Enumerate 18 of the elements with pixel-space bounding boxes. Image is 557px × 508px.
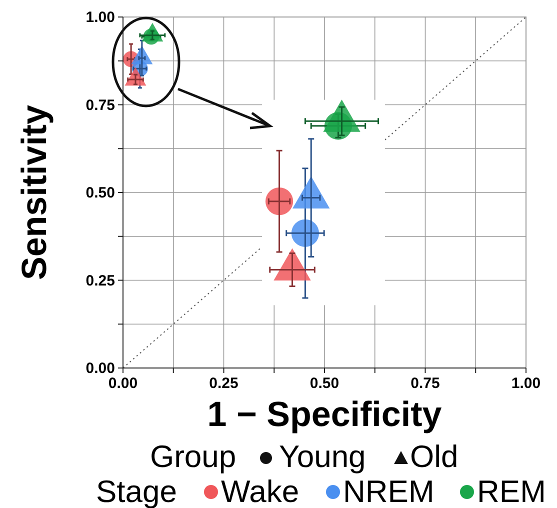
x-tick-label: 0.75: [410, 375, 440, 392]
x-tick-label: 0.25: [209, 375, 238, 392]
x-tick-label: 1.00: [511, 375, 541, 392]
text: Old: [410, 439, 458, 474]
x-tick-label: 0.50: [310, 375, 340, 392]
y-tick-label: 0.00: [86, 360, 115, 377]
y-tick-label: 1.00: [86, 9, 115, 26]
legend-label: NREM: [343, 474, 434, 508]
legend-label: REM: [477, 474, 546, 508]
text: Group: [150, 439, 236, 474]
text: Young: [279, 439, 366, 474]
x-axis-title: 1 − Specificity: [207, 395, 442, 434]
y-tick-label: 0.25: [86, 272, 115, 290]
y-axis-title: Sensitivity: [15, 104, 54, 280]
x-tick-label: 0.00: [108, 375, 138, 392]
y-tick-label: 0.50: [86, 184, 115, 202]
legend-label: Wake: [221, 474, 300, 508]
y-tick-label: 0.75: [86, 96, 115, 114]
